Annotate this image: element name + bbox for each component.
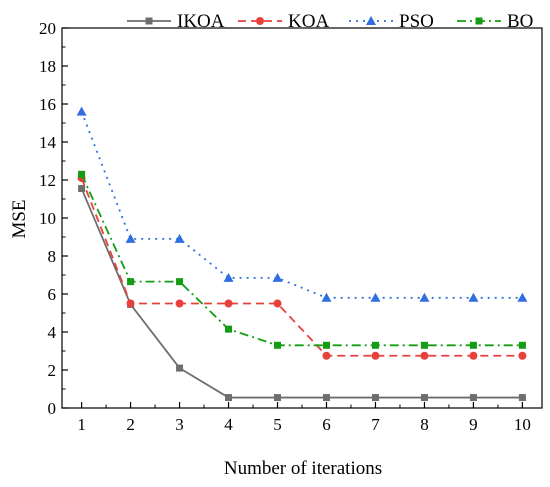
pso-point (517, 292, 528, 302)
pso-point (468, 292, 479, 302)
bo-point (469, 341, 477, 349)
legend: IKOA KOA PSO BO (127, 11, 533, 32)
y-tick-label: 20 (39, 19, 56, 38)
ikoa-line (80, 188, 523, 399)
pso-point (223, 272, 234, 282)
x-tick-label: 4 (224, 415, 233, 434)
y-tick-label: 18 (39, 57, 56, 76)
plot-border (61, 27, 543, 409)
koa-point (420, 351, 429, 360)
koa-point (273, 299, 282, 308)
y-tick-label: 4 (48, 323, 57, 342)
series-pso (76, 106, 528, 302)
pso-point (125, 233, 136, 243)
y-tick-label: 0 (48, 399, 57, 418)
bo-line (80, 173, 523, 347)
legend-marker-pso (366, 16, 376, 25)
bo-point (274, 341, 282, 349)
legend-entry-pso: PSO (349, 11, 434, 32)
legend-entry-koa: KOA (238, 11, 329, 32)
legend-label-ikoa: IKOA (177, 11, 225, 32)
y-tick-label: 14 (39, 133, 57, 152)
bo-point (420, 341, 428, 349)
pso-point (419, 292, 430, 302)
y-tick-label: 16 (39, 95, 56, 114)
ikoa-point (274, 394, 282, 402)
pso-point (272, 272, 283, 282)
legend-marker-koa (256, 17, 264, 25)
bo-point (78, 170, 86, 178)
series-ikoa (78, 185, 526, 402)
bo-point (518, 341, 526, 349)
y-tick-label: 12 (39, 171, 56, 190)
bo-point (176, 278, 184, 286)
x-tick-label: 9 (469, 415, 478, 434)
x-tick-label: 2 (126, 415, 135, 434)
series-koa (77, 174, 527, 360)
y-axis-title: MSE (9, 199, 30, 238)
legend-entry-ikoa: IKOA (127, 11, 225, 32)
legend-label-pso: PSO (399, 11, 434, 32)
x-tick-label: 1 (77, 415, 86, 434)
ikoa-point (371, 394, 379, 402)
x-tick-label: 10 (514, 415, 531, 434)
legend-marker-ikoa (145, 17, 153, 25)
legend-label-bo: BO (507, 11, 533, 32)
ikoa-point (176, 364, 184, 372)
koa-point (175, 299, 184, 308)
pso-point (321, 292, 332, 302)
x-tick-label: 3 (175, 415, 184, 434)
y-tick-label: 8 (48, 247, 57, 266)
pso-point (174, 233, 185, 243)
pso-line (80, 111, 523, 299)
series-layer (76, 106, 528, 402)
y-tick-label: 2 (48, 361, 57, 380)
legend-entry-bo: BO (457, 11, 533, 32)
y-tick-label: 10 (39, 209, 56, 228)
bo-point (225, 325, 233, 333)
ikoa-point (78, 185, 86, 193)
koa-point (469, 351, 478, 360)
koa-point (322, 351, 331, 360)
ikoa-point (322, 394, 330, 402)
pso-point (370, 292, 381, 302)
ikoa-point (518, 394, 526, 402)
bo-point (127, 278, 135, 286)
koa-point (224, 299, 233, 308)
koa-point (126, 299, 135, 308)
ikoa-point (469, 394, 477, 402)
x-axis-title: Number of iterations (224, 458, 382, 479)
x-tick-label: 6 (322, 415, 331, 434)
legend-marker-bo (475, 17, 483, 25)
plot-frame (61, 27, 543, 409)
series-bo (78, 170, 526, 349)
x-tick-label: 7 (371, 415, 380, 434)
ikoa-point (420, 394, 428, 402)
y-tick-label: 6 (48, 285, 57, 304)
bo-point (371, 341, 379, 349)
bo-point (322, 341, 330, 349)
x-tick-label: 8 (420, 415, 429, 434)
ikoa-point (225, 394, 233, 402)
koa-point (518, 351, 527, 360)
x-tick-label: 5 (273, 415, 282, 434)
pso-point (76, 106, 87, 116)
koa-line (80, 177, 523, 357)
koa-point (371, 351, 380, 360)
legend-label-koa: KOA (288, 11, 329, 32)
